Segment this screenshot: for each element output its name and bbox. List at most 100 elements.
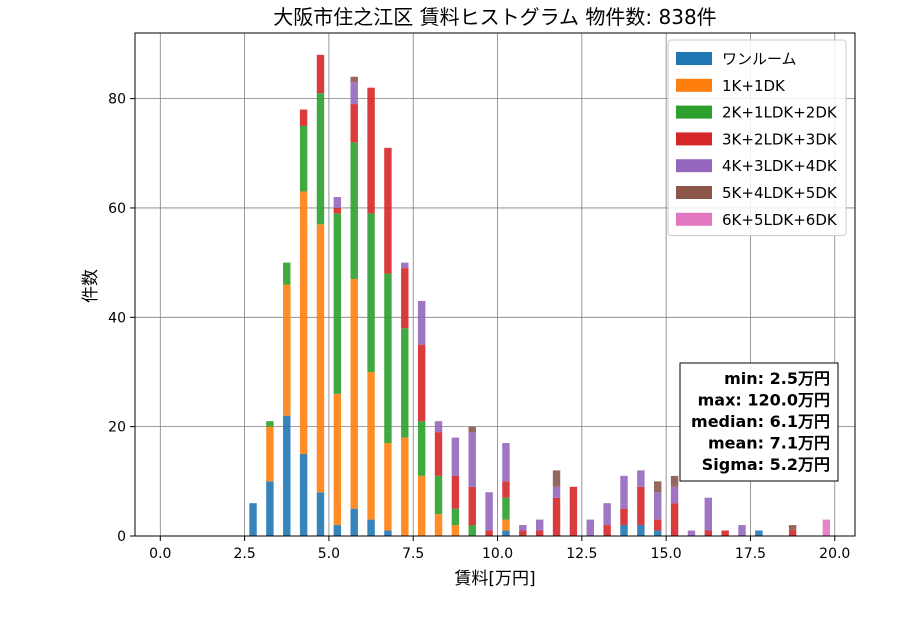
- bar-segment: [333, 525, 342, 536]
- stats-line: min: 2.5万円: [724, 369, 830, 388]
- x-tick-label: 0.0: [149, 546, 171, 562]
- bar-segment: [755, 530, 763, 536]
- bar-segment: [266, 481, 274, 536]
- legend-label: 3K+2LDK+3DK: [722, 130, 838, 148]
- bar-segment: [384, 147, 392, 274]
- bar-segment: [417, 344, 426, 422]
- legend-label: 6K+5LDK+6DK: [722, 211, 838, 229]
- bar-segment: [704, 497, 713, 531]
- bar-segment: [519, 525, 527, 531]
- legend-frame: [667, 39, 847, 237]
- bars: [249, 54, 831, 536]
- x-tick-label: 2.5: [233, 546, 255, 562]
- legend-swatch: [676, 105, 712, 119]
- bar-segment: [299, 125, 308, 192]
- bar-segment: [316, 54, 325, 94]
- bar-segment: [350, 279, 358, 509]
- y-tick-label: 80: [108, 92, 126, 108]
- bar-segment: [333, 197, 342, 208]
- bar-segment: [670, 475, 679, 487]
- x-axis-label: 賃料[万円]: [454, 569, 535, 589]
- bar-segment: [687, 530, 696, 536]
- bar-segment: [654, 519, 662, 531]
- bar-segment: [350, 104, 358, 143]
- bar-segment: [620, 525, 628, 536]
- bar-segment: [451, 475, 460, 509]
- y-tick-label: 40: [108, 310, 126, 326]
- bar-segment: [738, 525, 746, 536]
- bar-segment: [670, 486, 679, 504]
- y-tick-label: 60: [108, 201, 126, 217]
- bar-segment: [333, 207, 342, 214]
- bar-segment: [502, 519, 510, 531]
- y-axis-label: 件数: [81, 269, 101, 303]
- legend-label: ワンルーム: [722, 50, 797, 68]
- stats-line: max: 120.0万円: [698, 391, 830, 410]
- bar-segment: [822, 519, 831, 536]
- bar-segment: [468, 486, 476, 526]
- legend-swatch: [676, 186, 712, 199]
- x-tick-label: 17.5: [735, 546, 766, 562]
- stats-line: mean: 7.1万円: [708, 434, 830, 453]
- bar-segment: [485, 492, 493, 531]
- bar-segment: [637, 470, 645, 487]
- bar-segment: [283, 284, 291, 416]
- y-tick-label: 0: [117, 529, 126, 545]
- bar-segment: [451, 437, 460, 476]
- chart-title: 大阪市住之江区 賃料ヒストグラム 物件数: 838件: [273, 5, 716, 29]
- bar-segment: [367, 87, 375, 214]
- bar-segment: [788, 525, 797, 531]
- bar-segment: [401, 437, 409, 536]
- stats-box: min: 2.5万円 max: 120.0万円 median: 6.1万円 mean:…: [679, 362, 839, 482]
- bar-segment: [552, 497, 561, 536]
- x-tick-label: 7.5: [402, 546, 424, 562]
- bar-segment: [316, 492, 325, 536]
- bar-segment: [266, 421, 274, 427]
- bar-segment: [367, 213, 375, 372]
- bar-segment: [620, 475, 628, 509]
- legend-swatch: [676, 132, 712, 146]
- stats-line: median: 6.1万円: [691, 412, 830, 431]
- bar-segment: [603, 503, 611, 526]
- bar-segment: [249, 503, 257, 536]
- legend: ワンルーム 1K+1DK 2K+1LDK+2DK 3K+2LDK+3DK 4K+3LDK…: [667, 39, 847, 237]
- bar-segment: [350, 142, 358, 280]
- bar-segment: [468, 525, 476, 536]
- bar-segment: [401, 262, 409, 269]
- bar-segment: [333, 393, 342, 526]
- legend-swatch: [676, 78, 712, 92]
- bar-segment: [569, 486, 578, 536]
- stats-frame: [679, 362, 839, 482]
- bar-segment: [316, 93, 325, 225]
- bar-segment: [417, 300, 426, 345]
- bar-segment: [637, 525, 645, 536]
- y-axis-ticks: 0 20 40 60 80: [108, 92, 135, 545]
- bar-segment: [502, 481, 510, 498]
- bar-segment: [654, 492, 662, 520]
- bar-segment: [367, 371, 375, 520]
- bar-segment: [434, 475, 443, 515]
- legend-swatch: [676, 212, 712, 226]
- bar-segment: [333, 213, 342, 394]
- bar-segment: [451, 525, 460, 536]
- bar-segment: [316, 224, 325, 493]
- bar-segment: [502, 530, 510, 536]
- bar-segment: [620, 508, 628, 526]
- legend-label: 5K+4LDK+5DK: [722, 184, 838, 202]
- x-axis-ticks: 0.0 2.5 5.0 7.5 10.0 12.5 15.0 17.5 20.0: [149, 536, 850, 562]
- bar-segment: [704, 530, 713, 536]
- bar-segment: [434, 432, 443, 476]
- bar-segment: [434, 421, 443, 433]
- bar-segment: [586, 519, 594, 536]
- legend-swatch: [676, 52, 712, 65]
- legend-label: 1K+1DK: [722, 77, 786, 95]
- bar-segment: [384, 443, 392, 531]
- bar-segment: [266, 426, 274, 482]
- bar-segment: [384, 273, 392, 444]
- bar-segment: [637, 486, 645, 526]
- bar-segment: [721, 530, 729, 536]
- bar-segment: [788, 530, 797, 536]
- bar-segment: [654, 481, 662, 493]
- bar-segment: [401, 268, 409, 329]
